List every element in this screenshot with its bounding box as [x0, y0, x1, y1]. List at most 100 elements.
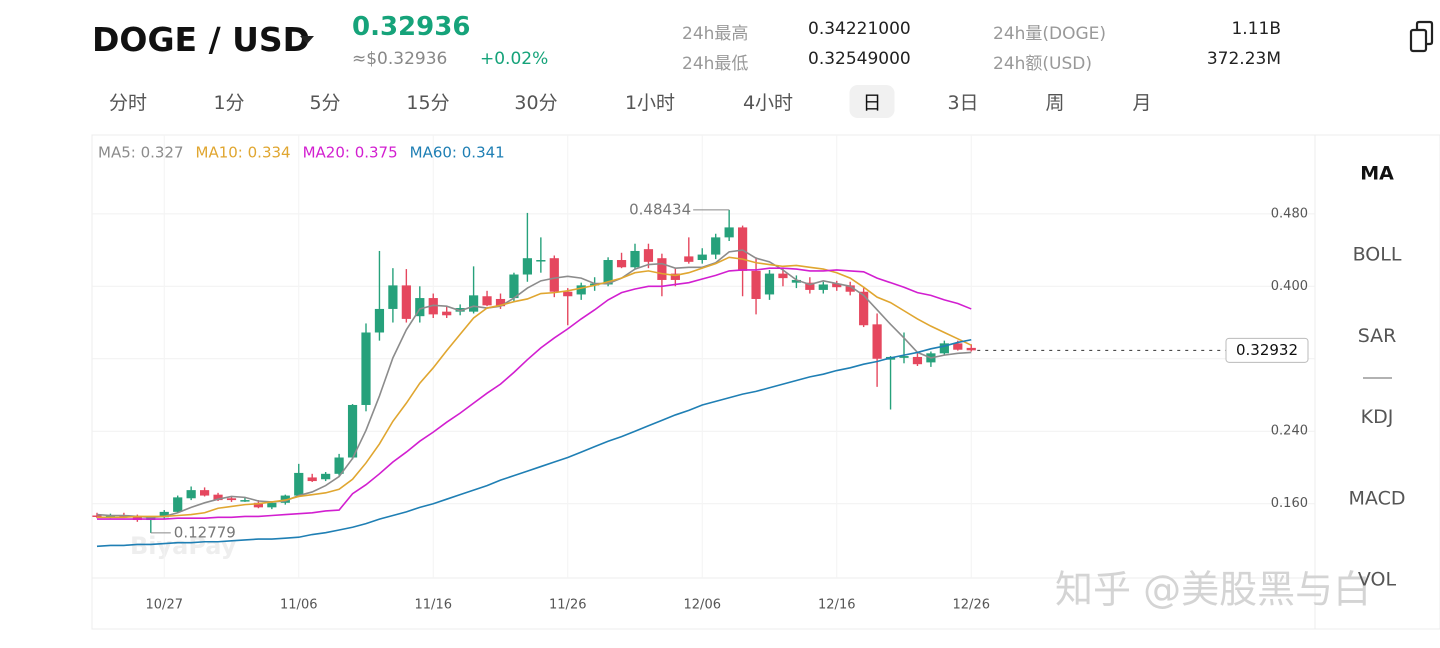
candle-body — [576, 285, 586, 295]
ma-line — [96, 338, 972, 548]
candle-body — [966, 347, 976, 351]
candle-body — [522, 258, 532, 275]
indicator-option[interactable]: MA — [1360, 163, 1394, 185]
candle-body — [173, 497, 183, 512]
candle-body — [321, 473, 331, 480]
interval-tab[interactable]: 周 — [1045, 92, 1065, 114]
candle-body — [240, 500, 250, 502]
stat-label: 24h最低 — [682, 54, 749, 74]
candle-body — [536, 260, 546, 262]
ma-line — [97, 267, 972, 520]
candle-body — [751, 270, 761, 299]
candle-body — [374, 308, 385, 333]
candle-body — [132, 516, 142, 521]
candle-body — [724, 227, 734, 238]
legend-entry: MA60: 0.341 — [410, 144, 505, 162]
indicator-option[interactable]: SAR — [1358, 325, 1397, 347]
candle-body — [549, 258, 559, 292]
price-box-label: 0.32932 — [1236, 341, 1298, 359]
ma-line — [97, 256, 972, 519]
candle-body — [832, 283, 842, 288]
y-tick-label: 0.480 — [1271, 206, 1308, 221]
candle-body — [294, 472, 304, 496]
candle-body — [603, 260, 613, 285]
interval-tab[interactable]: 3日 — [947, 92, 979, 114]
candle-body — [159, 511, 169, 518]
interval-tab[interactable]: 1分 — [213, 92, 245, 114]
candle-body — [401, 285, 411, 319]
y-tick-label: 0.240 — [1271, 424, 1308, 439]
candle-body — [307, 477, 317, 482]
interval-tab[interactable]: 5分 — [309, 92, 341, 114]
price-change: +0.02% — [480, 49, 549, 69]
candle-body — [684, 256, 694, 262]
candle-body — [563, 291, 573, 297]
interval-tab[interactable]: 15分 — [406, 92, 450, 114]
pair-dropdown[interactable] — [300, 36, 314, 44]
candle-body — [280, 495, 290, 503]
interval-tab[interactable]: 4小时 — [742, 92, 794, 114]
candle-body — [616, 260, 627, 268]
candle-body — [643, 249, 654, 262]
ma-line — [96, 249, 972, 519]
candle-body — [845, 285, 855, 292]
candle-body — [267, 502, 277, 508]
y-tick-label: 0.400 — [1271, 279, 1308, 294]
stat-label: 24h额(USD) — [993, 54, 1092, 74]
candle-body — [791, 279, 801, 283]
candle-body — [738, 227, 748, 271]
interval-tab[interactable]: 月 — [1132, 92, 1152, 114]
watermark: 知乎 @美股黑与白 — [1055, 568, 1371, 612]
legend-entry: MA5: 0.327 — [98, 144, 184, 162]
candle-body — [428, 298, 438, 315]
indicator-option[interactable]: BOLL — [1353, 244, 1402, 266]
interval-tab[interactable]: 30分 — [514, 92, 558, 114]
candle-body — [226, 498, 237, 501]
candle-body — [415, 298, 425, 317]
indicator-option[interactable]: VOL — [1358, 569, 1397, 591]
candle-body — [630, 250, 640, 268]
legend-entry: MA10: 0.334 — [196, 144, 291, 162]
interval-tab[interactable]: 日 — [849, 85, 895, 118]
candle-body — [912, 356, 923, 365]
candle-body — [764, 273, 775, 295]
stat-value: 0.34221000 — [808, 19, 911, 39]
x-tick-label: 11/16 — [415, 598, 452, 613]
high-label: 0.48434 — [629, 200, 691, 218]
candle-body — [200, 490, 210, 496]
interval-tab[interactable]: 1小时 — [624, 92, 676, 114]
candle-body — [657, 258, 667, 280]
approx-price: ≈$0.32936 — [352, 49, 448, 69]
chart-frame — [91, 134, 1440, 630]
indicator-option[interactable]: MACD — [1349, 487, 1406, 509]
legend-entry: MA20: 0.375 — [303, 144, 398, 162]
candle-body — [818, 284, 828, 290]
candle-body — [388, 285, 398, 309]
low-label: 0.12779 — [174, 523, 236, 541]
candle-body — [361, 332, 371, 405]
share-icon[interactable] — [1409, 20, 1434, 53]
candle-body — [186, 490, 196, 499]
candle-body — [711, 237, 721, 255]
candle-body — [939, 343, 949, 354]
candle-body — [442, 311, 452, 316]
candle-body — [469, 295, 479, 312]
x-tick-label: 12/06 — [684, 598, 721, 613]
candle-body — [859, 291, 869, 326]
interval-tab[interactable]: 分时 — [108, 92, 148, 114]
candle-body — [347, 404, 358, 458]
x-tick-label: 12/26 — [953, 598, 990, 613]
candle-body — [670, 273, 680, 280]
candle-body — [213, 494, 223, 501]
pair-title[interactable]: DOGE / USD — [92, 20, 311, 59]
indicator-option[interactable]: KDJ — [1361, 406, 1394, 428]
candle-body — [253, 502, 263, 508]
watermark: BiyaPay — [130, 532, 237, 560]
stat-value: 0.32549000 — [808, 49, 911, 69]
candle-body — [495, 298, 506, 307]
candle-body — [509, 274, 519, 299]
candle-body — [590, 283, 600, 286]
candle-body — [697, 254, 707, 261]
stat-value: 1.11B — [1231, 19, 1281, 39]
